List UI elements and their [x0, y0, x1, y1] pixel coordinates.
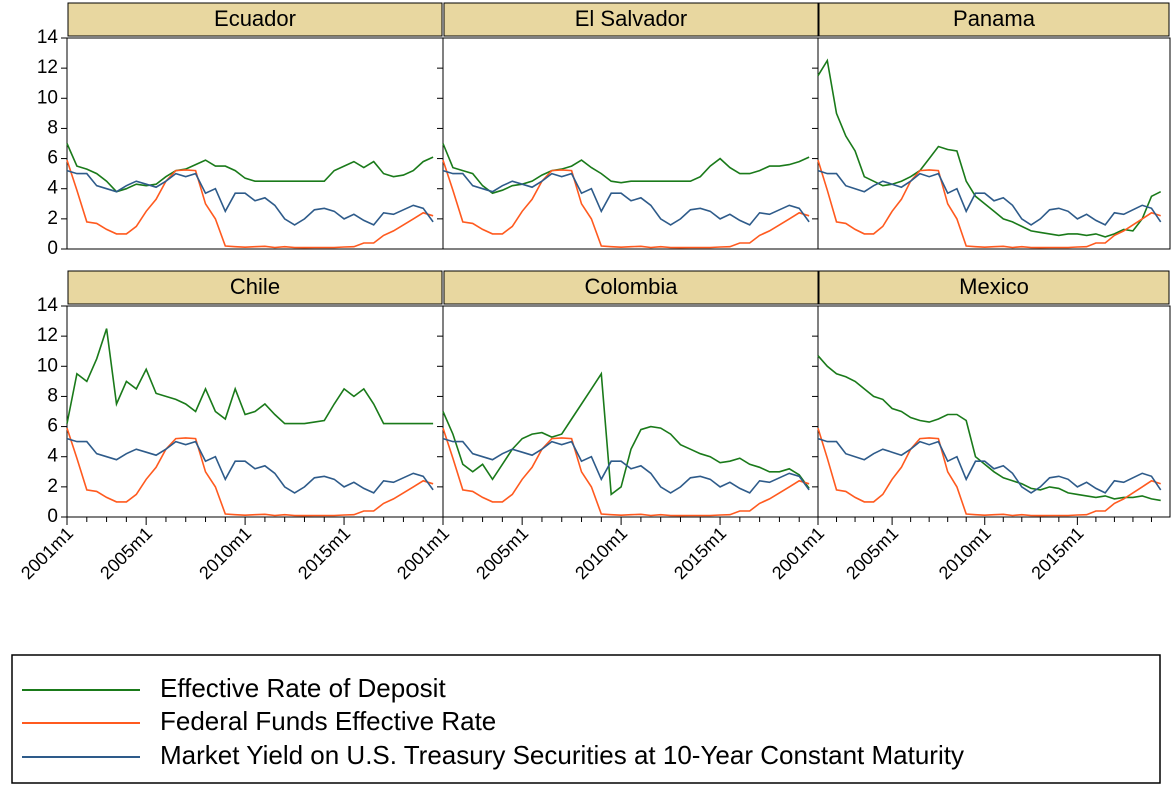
legend-box — [11, 654, 1161, 784]
line-deposit — [817, 58, 1162, 238]
plot-area — [66, 37, 444, 250]
y-tick-label: 8 — [47, 385, 58, 406]
y-tick-label: 6 — [47, 416, 58, 437]
x-tick-label: 2001m1 — [768, 523, 828, 583]
y-tick-label: 0 — [47, 238, 58, 259]
x-tick-label: 2005m1 — [96, 523, 156, 583]
y-tick-label: 10 — [37, 355, 58, 376]
x-tick-label: 2010m1 — [195, 523, 255, 583]
panel-title: Chile — [230, 274, 280, 299]
plot-area — [442, 37, 820, 250]
y-tick-label: 4 — [47, 446, 58, 467]
x-tick-label: 2010m1 — [571, 523, 631, 583]
y-tick-label: 14 — [37, 295, 59, 316]
panel-header — [67, 2, 443, 37]
line-deposit — [66, 328, 434, 425]
plot-area — [817, 37, 1171, 250]
y-tick-label: 14 — [37, 27, 59, 48]
panel-header — [443, 270, 819, 305]
y-tick-label: 4 — [47, 178, 58, 199]
x-tick-label: 2005m1 — [472, 523, 532, 583]
line-fed-funds — [442, 159, 810, 249]
line-fed-funds — [66, 159, 434, 249]
line-treasury — [817, 169, 1162, 226]
panel-header — [818, 270, 1170, 305]
line-fed-funds — [817, 427, 1161, 517]
x-tick-label: 2015m1 — [670, 523, 730, 583]
y-tick-label: 2 — [47, 208, 58, 229]
line-treasury — [442, 169, 810, 226]
line-deposit — [817, 355, 1161, 502]
panel-title: El Salvador — [575, 6, 688, 31]
line-deposit — [442, 371, 810, 496]
y-tick-label: 2 — [47, 476, 58, 497]
y-tick-label: 0 — [47, 506, 58, 527]
panel-title: Mexico — [959, 274, 1029, 299]
panel-header — [67, 270, 443, 305]
y-tick-label: 8 — [47, 117, 58, 138]
panel-header — [443, 2, 819, 37]
plot-area — [442, 305, 820, 518]
y-tick-label: 12 — [37, 57, 58, 78]
y-tick-label: 6 — [47, 148, 58, 169]
line-treasury — [442, 437, 810, 494]
x-tick-label: 2001m1 — [393, 523, 453, 583]
line-fed-funds — [442, 427, 810, 517]
y-tick-label: 12 — [37, 325, 58, 346]
line-deposit — [66, 143, 434, 193]
x-tick-label: 2015m1 — [294, 523, 354, 583]
line-fed-funds — [66, 427, 434, 517]
legend-label: Effective Rate of Deposit — [160, 673, 446, 703]
line-deposit — [442, 143, 810, 195]
plot-area — [817, 305, 1171, 518]
line-fed-funds — [817, 159, 1161, 249]
line-treasury — [66, 437, 434, 494]
x-tick-label: 2015m1 — [1027, 523, 1087, 583]
panel-header — [818, 2, 1170, 37]
legend-label: Federal Funds Effective Rate — [160, 706, 496, 736]
panel-title: Panama — [953, 6, 1036, 31]
line-treasury — [817, 437, 1162, 494]
line-treasury — [66, 169, 434, 226]
x-tick-label: 2001m1 — [17, 523, 77, 583]
x-tick-label: 2005m1 — [842, 523, 902, 583]
x-tick-label: 2010m1 — [935, 523, 995, 583]
y-tick-label: 10 — [37, 87, 58, 108]
panel-title: Ecuador — [214, 6, 296, 31]
legend-label: Market Yield on U.S. Treasury Securities… — [160, 740, 964, 770]
panel-title: Colombia — [585, 274, 679, 299]
